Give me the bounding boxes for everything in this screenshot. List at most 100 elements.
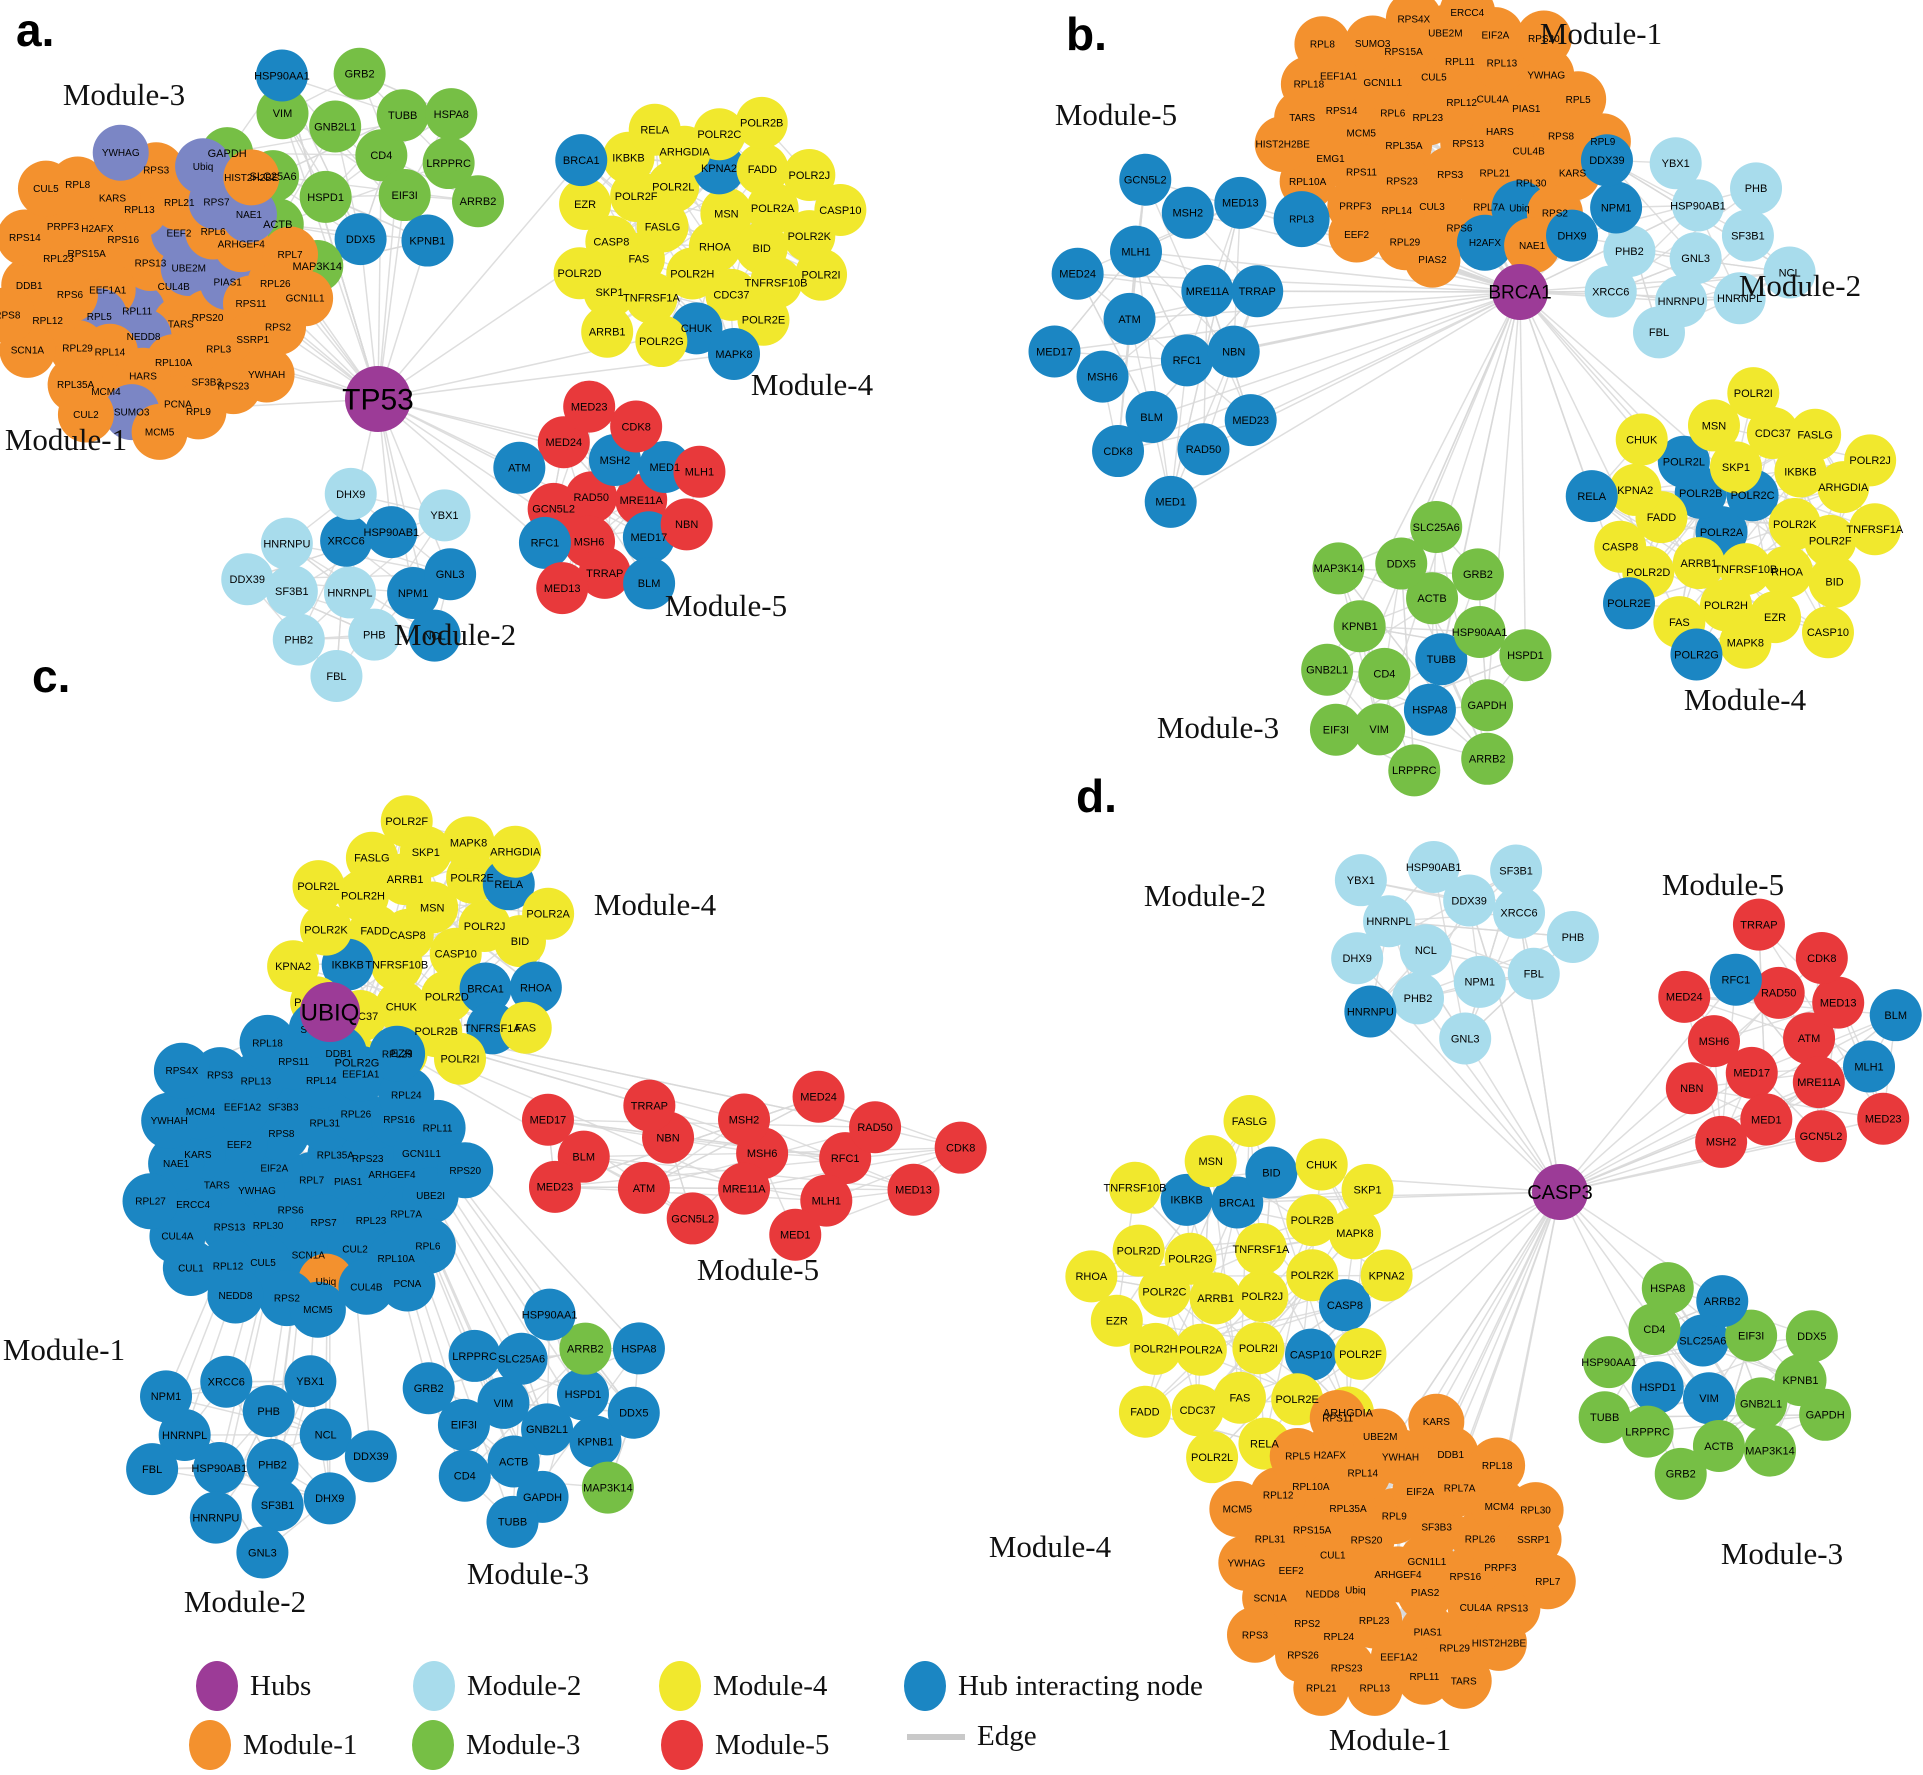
node-RHOA[interactable] [1065,1250,1118,1303]
node-IKBKB[interactable] [1160,1173,1213,1226]
node-MED24[interactable] [1658,970,1711,1023]
node-POLR2D[interactable] [553,247,606,300]
node-NPM1[interactable] [1590,181,1643,234]
node-POLR2E[interactable] [1603,577,1656,630]
node-PHB2[interactable] [246,1438,299,1491]
node-RPL18[interactable] [1469,1437,1526,1494]
node-CASP8[interactable] [1318,1279,1371,1332]
node-LRPPRC[interactable] [422,137,475,190]
node-BLM[interactable] [623,557,676,610]
node-GRB2[interactable] [1654,1447,1707,1500]
node-HIST2H2BE[interactable] [223,149,280,206]
node-HNRNPU[interactable] [1344,985,1397,1038]
node-RELA[interactable] [1565,470,1618,523]
node-HSP90AA1[interactable] [523,1288,576,1341]
node-XRCC6[interactable] [200,1355,253,1408]
hub-node-BRCA1[interactable] [1492,264,1548,320]
node-HSP90AB1[interactable] [1407,840,1460,893]
node-POLR2J[interactable] [783,148,836,201]
node-KPNB1[interactable] [1333,600,1386,653]
node-SUMO3[interactable] [1344,15,1401,72]
node-NCL[interactable] [1763,246,1816,299]
hub-node-TP53[interactable] [345,366,411,432]
node-MCM5[interactable] [1209,1481,1266,1538]
node-Ubiq[interactable] [175,138,232,195]
node-GNL3[interactable] [424,548,477,601]
node-FBL[interactable] [1507,947,1560,1000]
node-EIF3I[interactable] [378,169,431,222]
node-CUL5[interactable] [17,160,74,217]
node-MRE11A[interactable] [1792,1056,1845,1109]
node-YWHAH[interactable] [141,1092,198,1149]
node-ARHGDIA[interactable] [489,825,542,878]
node-GNB2L1[interactable] [521,1403,574,1456]
node-GCN1L1[interactable] [277,270,334,327]
node-KPNB1[interactable] [401,214,454,267]
node-CD4[interactable] [355,129,408,182]
node-BLM[interactable] [1869,989,1922,1042]
node-MLH1[interactable] [673,445,726,498]
node-SF3B1[interactable] [251,1479,304,1532]
node-RHOA[interactable] [509,961,562,1014]
node-HSPA8[interactable] [1403,683,1456,736]
node-POLR2I[interactable] [1232,1322,1285,1375]
node-DDX5[interactable] [334,213,387,266]
node-TRRAP[interactable] [578,546,631,599]
node-MSH6[interactable] [1687,1015,1740,1068]
node-MED24[interactable] [792,1070,845,1123]
node-RPL7[interactable] [262,226,319,283]
node-ACTB[interactable] [1406,572,1459,625]
node-RPS4X[interactable] [1385,0,1442,48]
node-PHB[interactable] [1546,910,1599,963]
node-RPL18[interactable] [239,1014,296,1071]
hub-node-CASP3[interactable] [1532,1164,1588,1220]
node-MAPK8[interactable] [1719,616,1772,669]
node-MSH6[interactable] [1076,350,1129,403]
node-GAPDH[interactable] [1799,1388,1852,1441]
node-PHB[interactable] [348,608,401,661]
node-MED17[interactable] [1028,325,1081,378]
node-FASLG[interactable] [1789,408,1842,461]
node-FAS[interactable] [499,1001,552,1054]
node-HNRNPL[interactable] [158,1409,211,1462]
node-POLR2B[interactable] [735,96,788,149]
node-HSP90AB1[interactable] [365,506,418,559]
node-HIST2H2BE[interactable] [1254,115,1311,172]
node-ARRB2[interactable] [452,175,505,228]
node-HNRNPL[interactable] [1713,272,1766,325]
node-BLM[interactable] [1125,391,1178,444]
node-PHB2[interactable] [1392,972,1445,1025]
node-TNFRSF10B[interactable] [1108,1161,1161,1214]
node-RPS4X[interactable] [153,1042,210,1099]
node-MED1[interactable] [1740,1093,1793,1146]
node-RPS3[interactable] [1226,1606,1283,1663]
node-DDX39[interactable] [344,1430,397,1483]
node-MAPK8[interactable] [442,816,495,869]
node-RPS14[interactable] [0,209,53,266]
node-HSPA8[interactable] [1641,1262,1694,1315]
node-MLH1[interactable] [1109,225,1162,278]
node-POLR2F[interactable] [1804,514,1857,567]
node-TRRAP[interactable] [1231,265,1284,318]
node-NCL[interactable] [299,1408,352,1461]
node-XRCC6[interactable] [320,514,373,567]
node-MAP3K14[interactable] [1312,542,1365,595]
node-MSH2[interactable] [1161,186,1214,239]
node-RPS20[interactable] [1515,10,1572,67]
node-MAPK8[interactable] [708,327,761,380]
node-POLR2H[interactable] [666,247,719,300]
node-EIF3I[interactable] [1725,1309,1778,1362]
node-MED17[interactable] [1725,1046,1778,1099]
node-ARRB1[interactable] [1189,1272,1242,1325]
node-HSP90AA1[interactable] [255,49,308,102]
node-RPS8[interactable] [0,287,36,344]
node-FASLG[interactable] [1223,1095,1276,1148]
node-MSH2[interactable] [1695,1115,1748,1168]
node-POLR2D[interactable] [1112,1224,1165,1277]
node-CDK8[interactable] [1092,425,1145,478]
node-TNFRSF1A[interactable] [1848,503,1901,556]
node-CD4[interactable] [438,1449,491,1502]
node-SKP1[interactable] [1341,1163,1394,1216]
node-YBX1[interactable] [1649,137,1702,190]
node-MED13[interactable] [1812,976,1865,1029]
